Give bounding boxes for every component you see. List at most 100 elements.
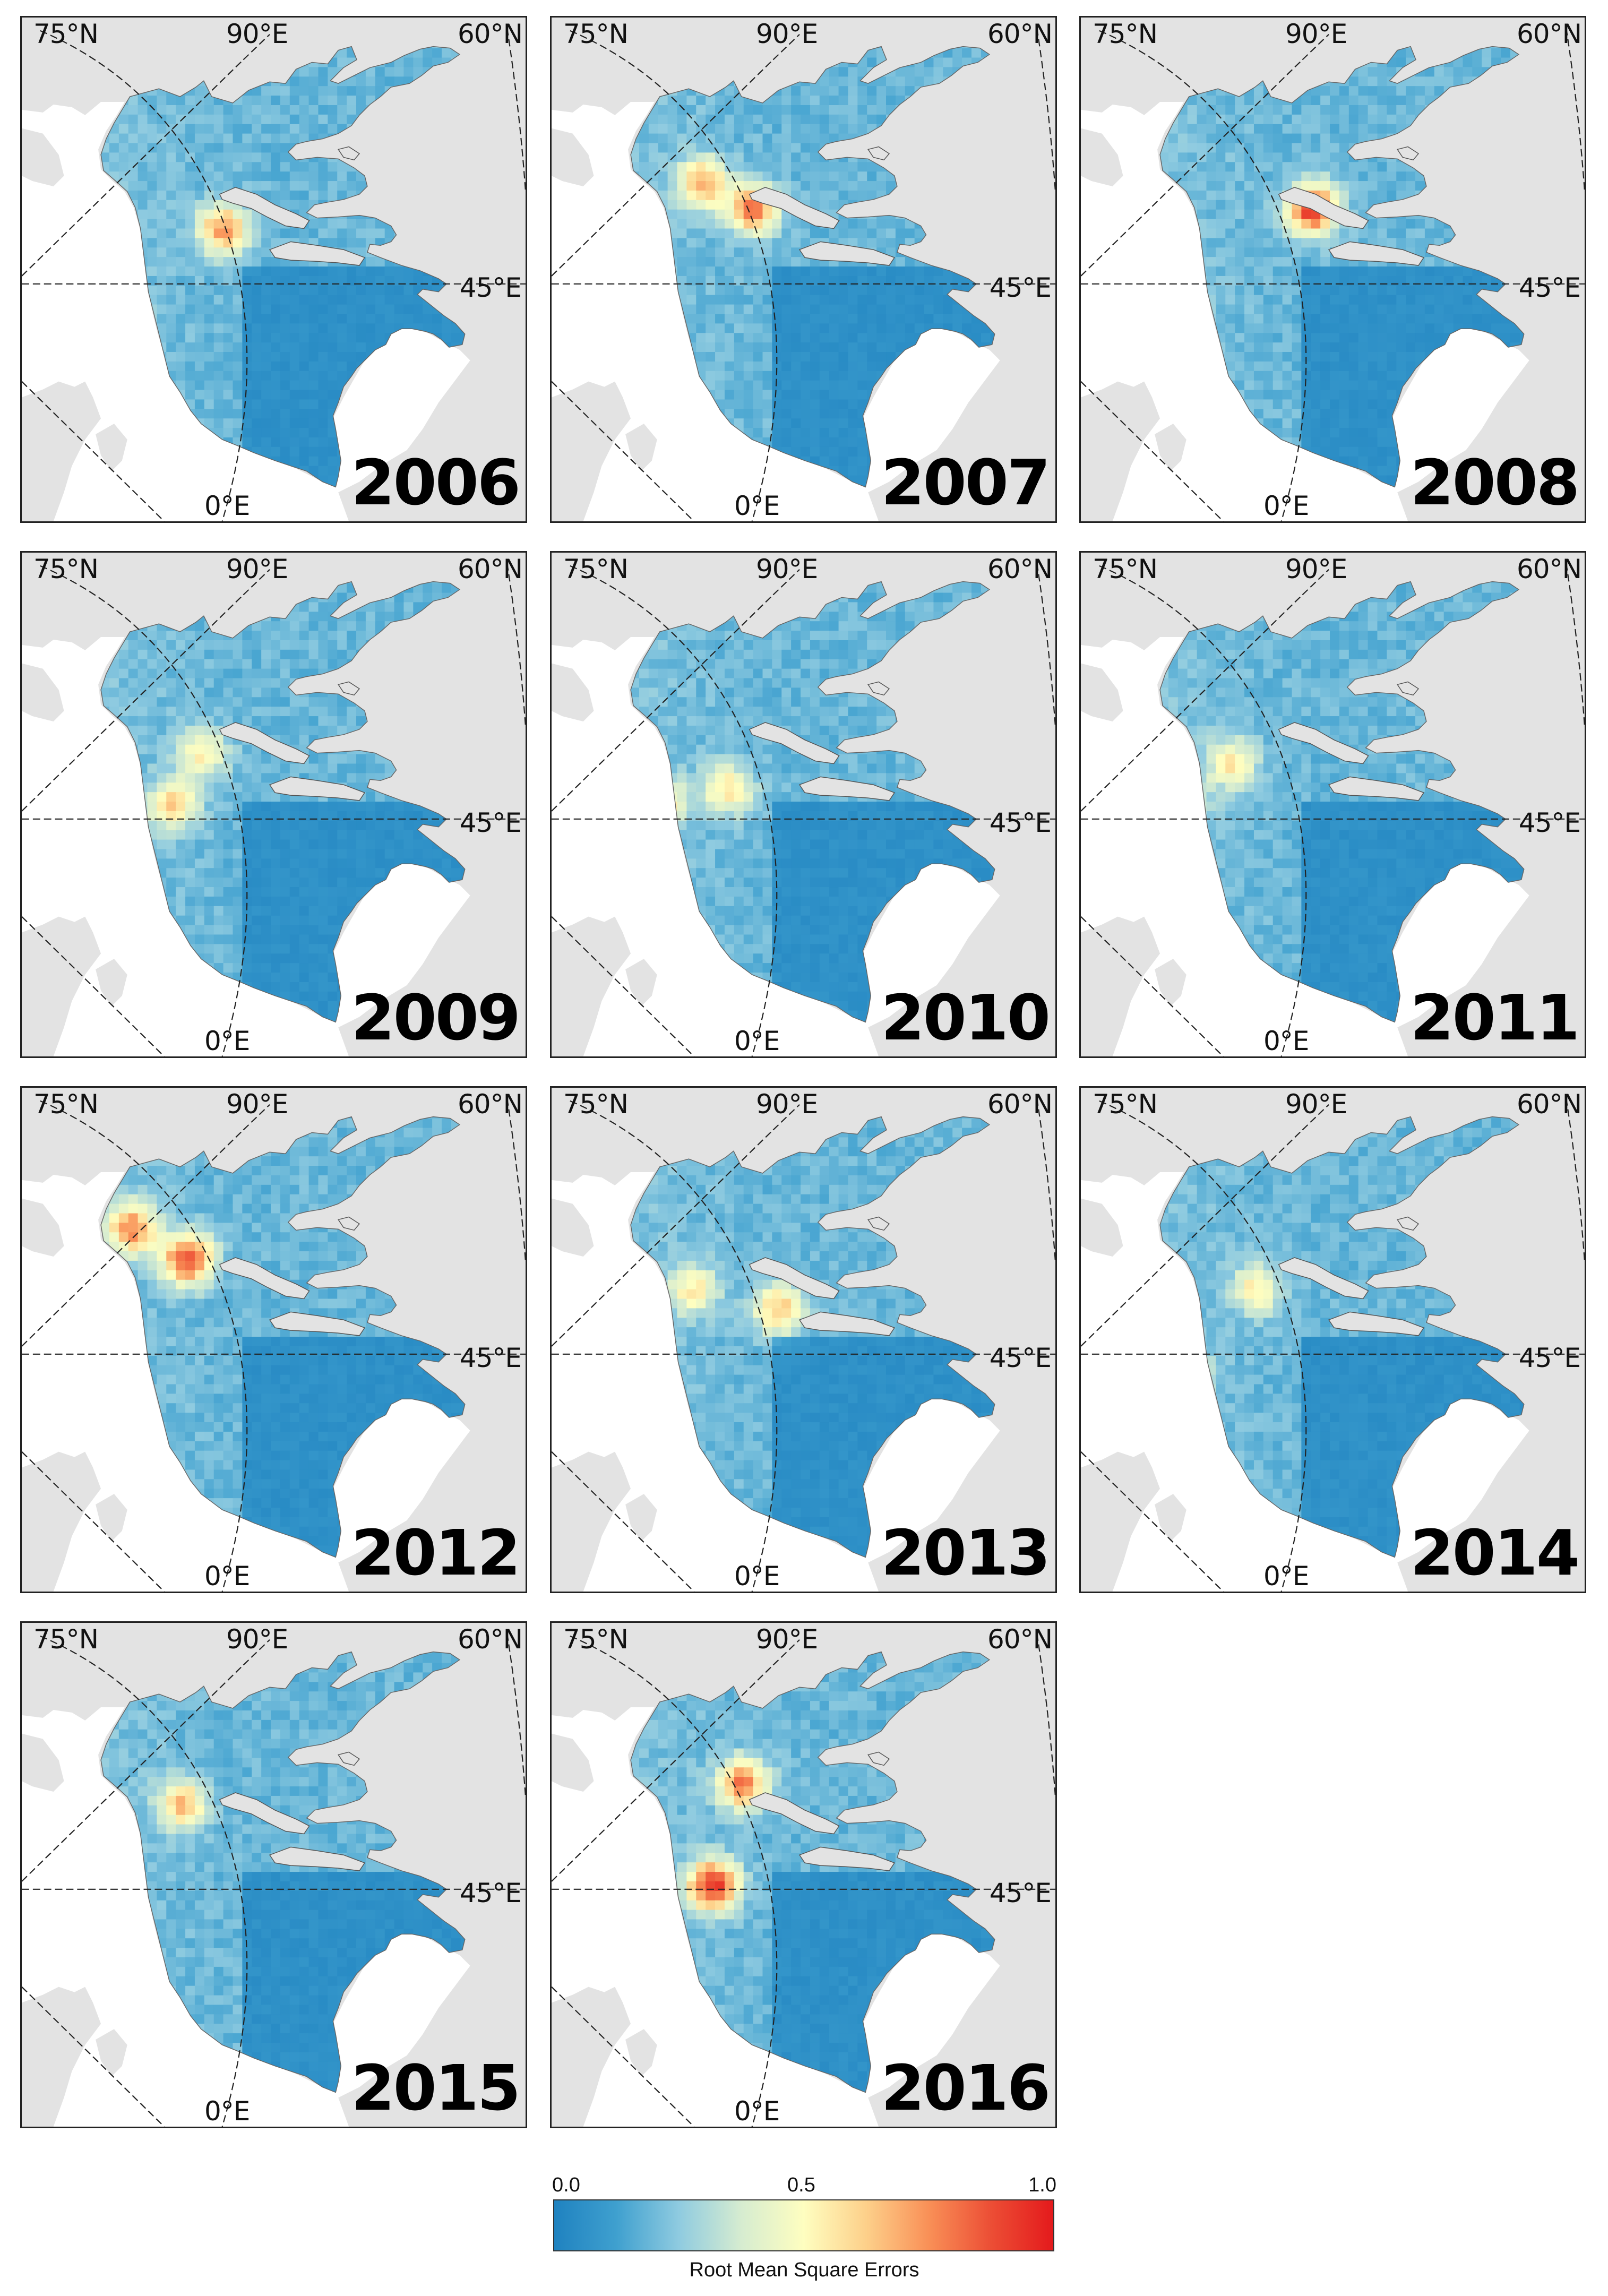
label-45e: 45°E: [460, 1880, 522, 1906]
label-75n: 75°N: [1093, 1091, 1158, 1117]
year-label: 2007: [881, 451, 1051, 514]
graticule: [1081, 1098, 1585, 1592]
colorbar-tick-max: 1.0: [1028, 2174, 1056, 2197]
map-panel-2008: 75°N 90°E 60°N 45°E 0°E 2008: [1079, 16, 1586, 523]
label-90e: 90°E: [1285, 21, 1347, 47]
graticule: [552, 563, 1055, 1056]
rmse-map: [1081, 553, 1585, 1056]
year-label: 2009: [351, 986, 521, 1049]
label-0e: 0°E: [1263, 493, 1309, 519]
graticule: [552, 1098, 1055, 1592]
year-label: 2006: [351, 451, 521, 514]
islands: [219, 1751, 366, 1871]
colorbar-tick-mid: 0.5: [787, 2174, 815, 2197]
label-90e: 90°E: [756, 556, 818, 582]
islands: [219, 681, 366, 801]
label-90e: 90°E: [226, 556, 288, 582]
islands: [219, 146, 366, 266]
label-75n: 75°N: [33, 1091, 99, 1117]
label-0e: 0°E: [734, 1563, 780, 1589]
label-45e: 45°E: [1519, 274, 1581, 301]
islands: [1278, 1216, 1425, 1336]
map-panel-2012: 75°N 90°E 60°N 45°E 0°E 2012: [20, 1086, 527, 1593]
map-panel-2006: 75°N 90°E 60°N 45°E 0°E 2006: [20, 16, 527, 523]
label-60n: 60°N: [1517, 1091, 1582, 1117]
year-label: 2015: [351, 2057, 521, 2119]
label-0e: 0°E: [204, 493, 250, 519]
label-90e: 90°E: [1285, 1091, 1347, 1117]
map-panel-2016: 75°N 90°E 60°N 45°E 0°E 2016: [550, 1621, 1057, 2128]
map-panel-2011: 75°N 90°E 60°N 45°E 0°E 2011: [1079, 551, 1586, 1058]
year-label: 2010: [881, 986, 1051, 1049]
graticule: [552, 28, 1055, 521]
label-75n: 75°N: [1093, 21, 1158, 47]
rmse-map: [552, 1623, 1055, 2127]
label-60n: 60°N: [458, 556, 523, 582]
rmse-map: [1081, 1088, 1585, 1592]
label-75n: 75°N: [563, 21, 629, 47]
label-45e: 45°E: [460, 1345, 522, 1371]
map-panel-2013: 75°N 90°E 60°N 45°E 0°E 2013: [550, 1086, 1057, 1593]
label-0e: 0°E: [1263, 1563, 1309, 1589]
year-label: 2014: [1411, 1521, 1580, 1584]
label-90e: 90°E: [226, 21, 288, 47]
colorbar-tick-min: 0.0: [552, 2174, 580, 2197]
label-90e: 90°E: [756, 1091, 818, 1117]
map-panel-2009: 75°N 90°E 60°N 45°E 0°E 2009: [20, 551, 527, 1058]
graticule: [22, 563, 526, 1056]
graticule: [22, 1098, 526, 1592]
label-0e: 0°E: [1263, 1028, 1309, 1054]
graticule: [1081, 563, 1585, 1056]
rmse-map: [22, 1623, 526, 2127]
graticule: [552, 1633, 1055, 2127]
year-label: 2013: [881, 1521, 1051, 1584]
rmse-map: [22, 18, 526, 521]
label-75n: 75°N: [563, 1091, 629, 1117]
label-60n: 60°N: [1517, 21, 1582, 47]
year-label: 2008: [1411, 451, 1580, 514]
islands: [749, 1751, 896, 1871]
label-45e: 45°E: [460, 274, 522, 301]
label-45e: 45°E: [1519, 810, 1581, 836]
map-panel-2007: 75°N 90°E 60°N 45°E 0°E 2007: [550, 16, 1057, 523]
map-panel-2015: 75°N 90°E 60°N 45°E 0°E 2015: [20, 1621, 527, 2128]
label-75n: 75°N: [1093, 556, 1158, 582]
label-60n: 60°N: [458, 1091, 523, 1117]
label-0e: 0°E: [734, 2098, 780, 2125]
label-60n: 60°N: [1517, 556, 1582, 582]
label-90e: 90°E: [226, 1626, 288, 1653]
label-45e: 45°E: [990, 1880, 1052, 1906]
rmse-map: [552, 18, 1055, 521]
colorbar-legend: 0.0 0.5 1.0 Root Mean Square Errors: [552, 2174, 1056, 2291]
label-0e: 0°E: [734, 493, 780, 519]
label-90e: 90°E: [226, 1091, 288, 1117]
label-75n: 75°N: [563, 556, 629, 582]
label-0e: 0°E: [734, 1028, 780, 1054]
map-panel-2010: 75°N 90°E 60°N 45°E 0°E 2010: [550, 551, 1057, 1058]
rmse-map: [22, 553, 526, 1056]
islands: [749, 146, 896, 266]
label-90e: 90°E: [756, 21, 818, 47]
rmse-map: [552, 1088, 1055, 1592]
colorbar-title: Root Mean Square Errors: [552, 2259, 1056, 2282]
label-60n: 60°N: [458, 21, 523, 47]
label-45e: 45°E: [990, 810, 1052, 836]
label-90e: 90°E: [756, 1626, 818, 1653]
label-60n: 60°N: [987, 1091, 1053, 1117]
islands: [749, 681, 896, 801]
label-45e: 45°E: [460, 810, 522, 836]
rmse-map: [552, 553, 1055, 1056]
label-0e: 0°E: [204, 1563, 250, 1589]
rmse-map: [1081, 18, 1585, 521]
label-75n: 75°N: [33, 1626, 99, 1653]
label-90e: 90°E: [1285, 556, 1347, 582]
label-0e: 0°E: [204, 2098, 250, 2125]
label-45e: 45°E: [990, 274, 1052, 301]
label-0e: 0°E: [204, 1028, 250, 1054]
year-label: 2011: [1411, 986, 1580, 1049]
label-75n: 75°N: [563, 1626, 629, 1653]
label-75n: 75°N: [33, 556, 99, 582]
label-60n: 60°N: [987, 21, 1053, 47]
islands: [749, 1216, 896, 1336]
map-panel-2014: 75°N 90°E 60°N 45°E 0°E 2014: [1079, 1086, 1586, 1593]
